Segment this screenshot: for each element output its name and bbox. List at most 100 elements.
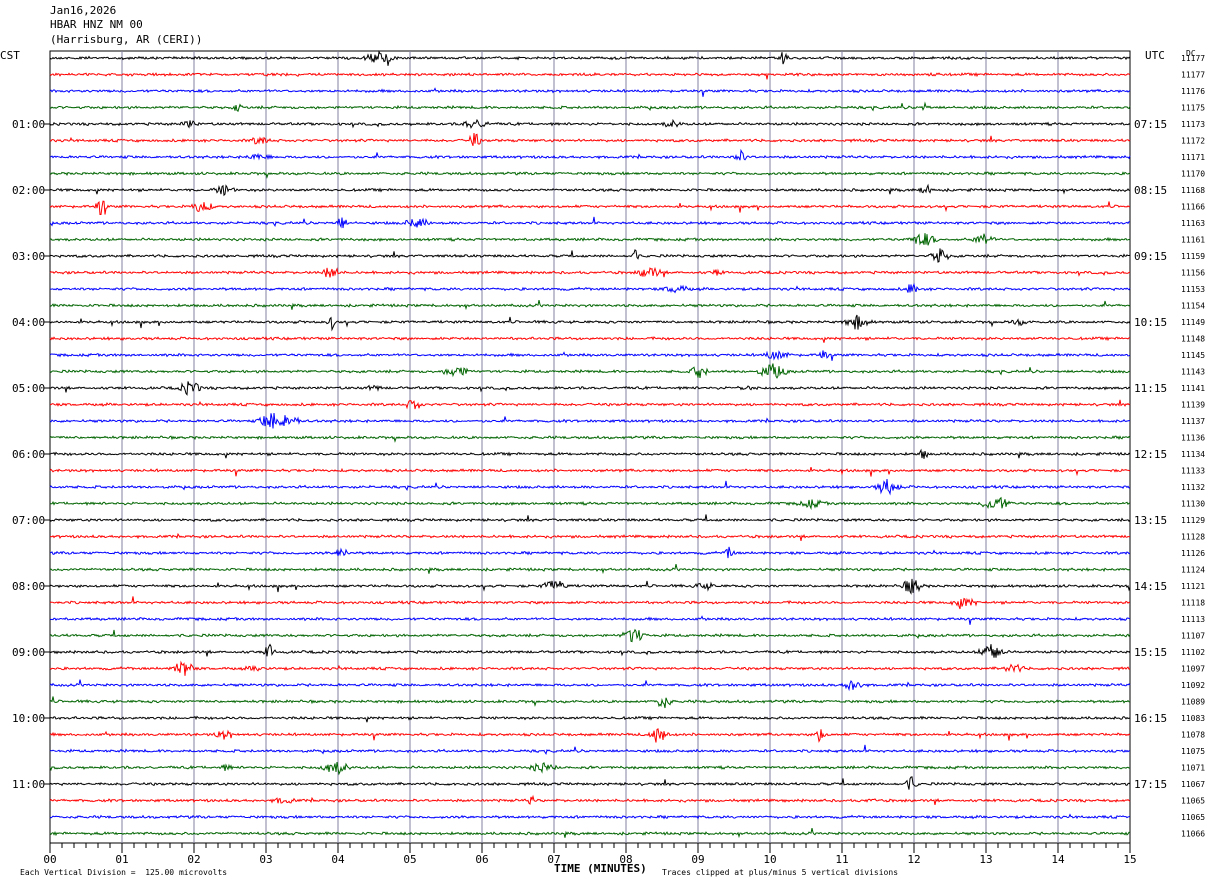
- trace-line: [49, 827, 1131, 839]
- dc-offset-label: 11141: [1181, 384, 1205, 393]
- right-hour-label: 08:15: [1134, 184, 1167, 197]
- dc-offset-label: 11166: [1181, 203, 1205, 212]
- trace-line: [49, 762, 1130, 776]
- right-hour-label: 12:15: [1134, 448, 1167, 461]
- trace-line: [49, 643, 1131, 658]
- trace-line: [49, 496, 1131, 511]
- x-tick-label: 13: [979, 853, 992, 866]
- trace-line: [49, 335, 1131, 343]
- right-timezone-label: UTC: [1145, 49, 1165, 62]
- trace-line: [49, 435, 1131, 443]
- x-tick-label: 08: [619, 853, 632, 866]
- x-tick-label: 12: [907, 853, 920, 866]
- hour-labels: 01:00 02:00 03:00 04:00 05:00 06:00 07:00 08:00…: [12, 118, 1167, 791]
- left-hour-label: 09:00: [12, 646, 45, 659]
- dc-offset-label: 11172: [1181, 137, 1205, 146]
- dc-offset-label: 11177: [1181, 71, 1205, 80]
- trace-line: [49, 776, 1131, 790]
- dc-offset-label: 11149: [1181, 318, 1205, 327]
- trace-line: [49, 101, 1131, 113]
- dc-offset-label: 11161: [1181, 236, 1205, 245]
- left-hour-label: 07:00: [12, 514, 45, 527]
- x-tick-label: 03: [259, 853, 272, 866]
- x-tick-label: 07: [547, 853, 560, 866]
- plot-frame: [49, 50, 1131, 844]
- dc-offset-label: 11145: [1181, 351, 1205, 360]
- x-tick-label: 15: [1123, 853, 1136, 866]
- trace-line: [49, 794, 1131, 806]
- left-hour-label: 08:00: [12, 580, 45, 593]
- right-hour-label: 15:15: [1134, 646, 1167, 659]
- trace-line: [49, 399, 1131, 410]
- trace-line: [49, 679, 1131, 692]
- right-hour-label: 16:15: [1134, 712, 1167, 725]
- trace-line: [49, 148, 1131, 161]
- x-tick-label: 02: [187, 853, 200, 866]
- trace-line: [49, 448, 1131, 459]
- plot-grid: [49, 50, 1131, 844]
- dc-offset-label: 11066: [1181, 830, 1205, 839]
- trace-line: [49, 532, 1131, 542]
- right-hour-label: 07:15: [1134, 118, 1167, 131]
- trace-line: [49, 715, 1131, 723]
- vertical-division-note: Each Vertical Division = 125.00 microvol…: [20, 868, 228, 877]
- dc-offset-label: 11136: [1181, 434, 1205, 443]
- plot-date: Jan16,2026: [50, 4, 117, 17]
- dc-offset-label: 11128: [1181, 533, 1205, 542]
- x-tick-label: 11: [835, 853, 848, 866]
- dc-offset-header: DC: [1186, 49, 1196, 58]
- x-tick-label: 10: [763, 853, 776, 866]
- trace-line: [49, 118, 1131, 129]
- right-hour-label: 09:15: [1134, 250, 1167, 263]
- left-timezone-label: CST: [0, 49, 20, 62]
- dc-offset-label: 11097: [1181, 665, 1205, 674]
- dc-offset-label: 11130: [1181, 500, 1205, 509]
- trace-line: [49, 200, 1131, 215]
- dc-offset-label: 11143: [1181, 368, 1205, 377]
- dc-offset-label: 11065: [1181, 797, 1205, 806]
- x-tick-label: 09: [691, 853, 704, 866]
- dc-offset-label: 11121: [1181, 582, 1205, 591]
- dc-offset-label: 11154: [1181, 302, 1205, 311]
- dc-offset-label: 11168: [1181, 186, 1205, 195]
- trace-line: [49, 615, 1131, 625]
- trace-line: [49, 381, 1131, 396]
- trace-line: [49, 728, 1131, 743]
- x-axis-title: TIME (MINUTES): [554, 862, 647, 875]
- trace-line: [49, 87, 1131, 97]
- station-location: (Harrisburg, AR (CERI)): [50, 33, 203, 46]
- right-hour-label: 17:15: [1134, 778, 1167, 791]
- dc-offset-label: 11133: [1181, 467, 1205, 476]
- dc-offset-label: 11075: [1181, 747, 1205, 756]
- dc-offset-label: 11173: [1181, 120, 1205, 129]
- dc-offset-label: 11065: [1181, 813, 1205, 822]
- left-hour-label: 11:00: [12, 778, 45, 791]
- x-tick-label: 04: [331, 853, 345, 866]
- dc-offset-label: 11176: [1181, 87, 1205, 96]
- dc-offset-label: 11118: [1181, 599, 1205, 608]
- dc-offset-label: 11163: [1181, 219, 1205, 228]
- dc-offset-label: 11159: [1181, 252, 1205, 261]
- dc-offset-label: 11092: [1181, 681, 1205, 690]
- trace-line: [49, 563, 1131, 575]
- trace-line: [49, 412, 1131, 429]
- trace-line: [49, 299, 1131, 311]
- dc-offset-label: 11089: [1181, 698, 1205, 707]
- trace-line: [49, 71, 1131, 80]
- dc-offset-label: 11177: [1181, 54, 1205, 63]
- dc-offset-label: 11126: [1181, 549, 1205, 558]
- trace-line: [49, 628, 1131, 643]
- dc-offset-label: 11107: [1181, 632, 1205, 641]
- trace-line: [49, 233, 1131, 246]
- trace-line: [49, 660, 1131, 676]
- right-hour-label: 11:15: [1134, 382, 1167, 395]
- dc-offset-label: 11175: [1181, 104, 1205, 113]
- trace-line: [49, 546, 1131, 559]
- trace-line: [49, 183, 1131, 197]
- x-tick-label: 06: [475, 853, 488, 866]
- x-axis: 00 01 02 03 04 05 06 07 08 09 10 11 12 13 14 15: [43, 843, 1137, 866]
- trace-line: [49, 813, 1131, 820]
- trace-line: [49, 248, 1131, 263]
- dc-offset-label: 11148: [1181, 335, 1205, 344]
